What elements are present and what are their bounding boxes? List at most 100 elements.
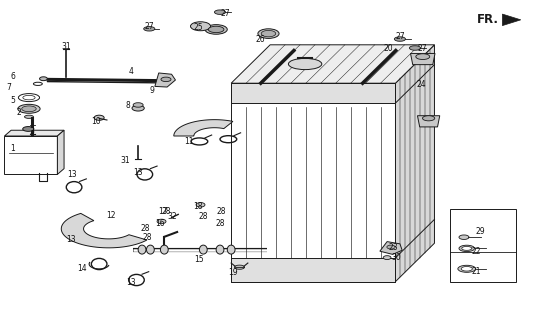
Polygon shape	[4, 136, 57, 174]
Ellipse shape	[458, 265, 476, 272]
Text: 13: 13	[126, 278, 136, 287]
Ellipse shape	[94, 115, 104, 120]
Text: 21: 21	[471, 267, 481, 276]
Ellipse shape	[18, 93, 40, 102]
Ellipse shape	[196, 203, 205, 207]
Text: 12: 12	[106, 212, 116, 220]
Ellipse shape	[234, 265, 245, 269]
Ellipse shape	[33, 82, 42, 85]
Text: 22: 22	[471, 247, 481, 256]
Text: 8: 8	[126, 101, 130, 110]
Text: 27: 27	[395, 32, 405, 41]
Text: 2: 2	[17, 108, 21, 117]
Polygon shape	[231, 83, 395, 103]
Text: 25: 25	[193, 23, 203, 32]
Polygon shape	[231, 258, 395, 282]
Polygon shape	[231, 83, 395, 282]
Text: 31: 31	[61, 42, 71, 51]
Ellipse shape	[387, 245, 395, 249]
Polygon shape	[4, 130, 64, 136]
Polygon shape	[231, 45, 434, 83]
Ellipse shape	[383, 256, 391, 260]
Ellipse shape	[394, 37, 405, 41]
Text: 9: 9	[149, 86, 154, 95]
Polygon shape	[418, 116, 440, 127]
Text: 6: 6	[11, 72, 15, 81]
Text: 28: 28	[217, 207, 227, 216]
Text: 23: 23	[388, 243, 398, 252]
Text: 13: 13	[67, 170, 77, 179]
Text: 20: 20	[384, 44, 394, 53]
Polygon shape	[57, 130, 64, 174]
Text: 30: 30	[392, 253, 402, 262]
Polygon shape	[395, 45, 434, 282]
Text: 13: 13	[66, 236, 76, 244]
Text: 16: 16	[155, 219, 165, 228]
Ellipse shape	[459, 235, 469, 239]
Text: 15: 15	[194, 255, 204, 264]
Text: 28: 28	[198, 212, 208, 221]
Ellipse shape	[261, 30, 276, 37]
Polygon shape	[174, 120, 233, 136]
Ellipse shape	[205, 25, 227, 34]
Ellipse shape	[258, 29, 279, 38]
Text: 5: 5	[11, 96, 15, 105]
Ellipse shape	[133, 103, 143, 107]
Ellipse shape	[146, 245, 154, 254]
Text: 11: 11	[184, 137, 194, 146]
Text: 27: 27	[144, 22, 154, 31]
Text: 29: 29	[475, 227, 485, 236]
Ellipse shape	[461, 267, 472, 271]
Ellipse shape	[25, 115, 33, 118]
Ellipse shape	[161, 77, 171, 82]
Text: 28: 28	[161, 207, 171, 216]
Text: 3: 3	[30, 127, 35, 136]
Text: 27: 27	[221, 9, 231, 18]
Text: 7: 7	[7, 83, 11, 92]
Ellipse shape	[208, 26, 224, 33]
Ellipse shape	[22, 106, 36, 112]
Bar	[450, 209, 516, 282]
Text: 10: 10	[91, 117, 101, 126]
Polygon shape	[380, 242, 402, 254]
Ellipse shape	[422, 116, 434, 121]
Ellipse shape	[227, 245, 235, 254]
Text: 24: 24	[417, 80, 427, 89]
Ellipse shape	[40, 77, 47, 81]
Ellipse shape	[462, 246, 472, 250]
Ellipse shape	[214, 10, 226, 14]
Text: 13: 13	[133, 168, 143, 177]
Text: 31: 31	[120, 156, 130, 165]
Text: 14: 14	[77, 264, 87, 273]
Ellipse shape	[409, 46, 421, 50]
Text: 28: 28	[140, 224, 150, 233]
Text: 4: 4	[129, 67, 133, 76]
Text: 28: 28	[215, 219, 225, 228]
Polygon shape	[411, 53, 435, 65]
Polygon shape	[61, 213, 147, 248]
Text: 19: 19	[228, 268, 238, 277]
Ellipse shape	[23, 127, 34, 132]
Text: 32: 32	[168, 212, 178, 221]
Ellipse shape	[459, 245, 475, 252]
Polygon shape	[502, 14, 521, 26]
Text: 18: 18	[193, 202, 203, 211]
Ellipse shape	[289, 59, 322, 70]
Polygon shape	[155, 73, 175, 87]
Text: 28: 28	[143, 233, 153, 242]
Ellipse shape	[144, 27, 155, 31]
Ellipse shape	[199, 245, 207, 254]
Ellipse shape	[216, 245, 224, 254]
Text: 17: 17	[158, 207, 168, 216]
Text: 1: 1	[10, 144, 14, 153]
Ellipse shape	[23, 95, 35, 100]
Text: FR.: FR.	[477, 13, 499, 26]
Ellipse shape	[157, 219, 166, 224]
Ellipse shape	[18, 104, 40, 113]
Ellipse shape	[138, 245, 146, 254]
Ellipse shape	[132, 105, 144, 111]
Text: 26: 26	[256, 35, 266, 44]
Ellipse shape	[160, 245, 168, 254]
Ellipse shape	[416, 54, 430, 60]
Text: 27: 27	[417, 44, 427, 53]
